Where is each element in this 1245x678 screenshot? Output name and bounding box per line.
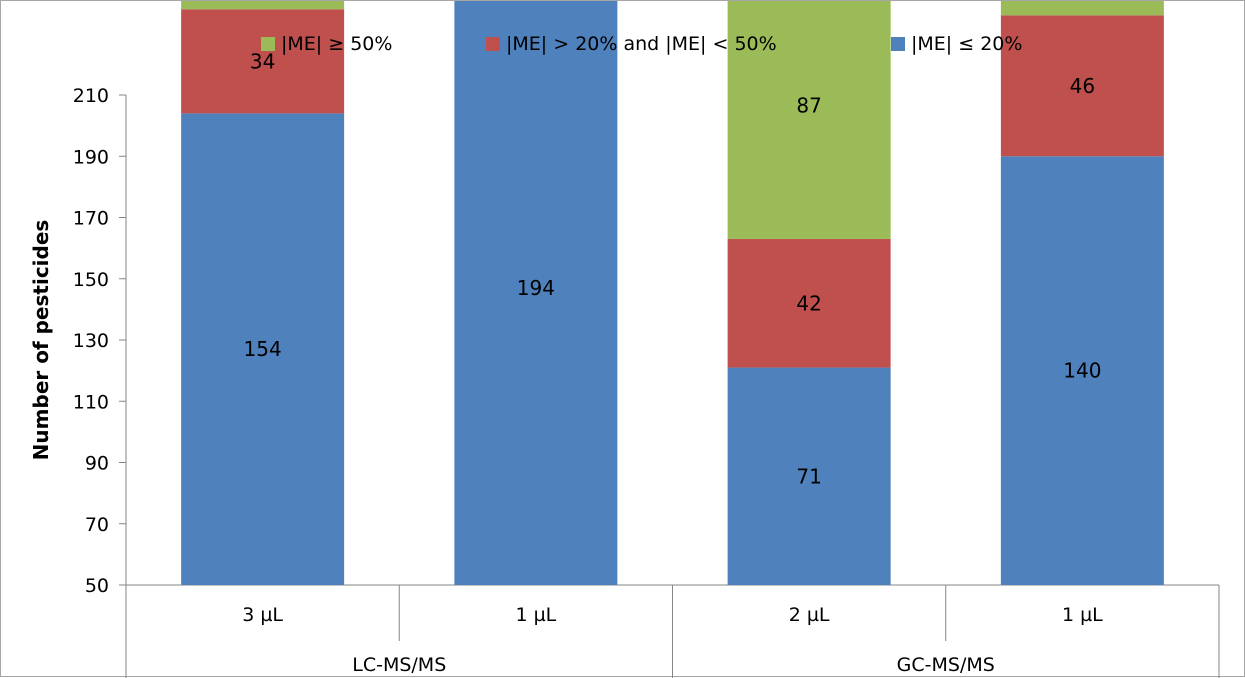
y-tick-label: 90: [85, 453, 109, 475]
bar-segment-blue: [454, 1, 618, 585]
data-label: 154: [244, 337, 282, 361]
data-label: 194: [517, 276, 555, 300]
x-tick-label: 1 µL: [515, 604, 556, 626]
group-label: GC-MS/MS: [897, 654, 995, 676]
y-tick-label: 210: [73, 85, 109, 107]
bar-segment-green: [1000, 1, 1164, 16]
bar-segment-red: [727, 238, 891, 368]
y-tick-label: 110: [73, 391, 109, 413]
legend-swatch: [486, 37, 500, 51]
data-label: 42: [796, 291, 821, 315]
data-label: 34: [250, 49, 275, 73]
y-tick-label: 50: [85, 575, 109, 597]
y-tick-label: 170: [73, 208, 109, 230]
bar-segment-red: [181, 9, 345, 114]
data-label: 87: [796, 94, 821, 118]
legend-label: |ME| > 20% and |ME| < 50%: [506, 33, 777, 55]
group-label: LC-MS/MS: [352, 654, 446, 676]
legend-label: |ME| ≤ 20%: [911, 33, 1022, 55]
bar-segment-blue: [1000, 156, 1164, 585]
x-tick-label: 3 µL: [242, 604, 283, 626]
x-tick-label: 1 µL: [1062, 604, 1103, 626]
legend-label: |ME| ≥ 50%: [281, 33, 392, 55]
bar-segment-red: [1000, 15, 1164, 157]
x-tick-label: 2 µL: [789, 604, 830, 626]
bar-segment-green: [727, 1, 891, 239]
data-label: 46: [1070, 74, 1095, 98]
y-axis-title: Number of pesticides: [29, 220, 53, 461]
data-label: 14: [1070, 1, 1095, 6]
y-tick-label: 150: [73, 269, 109, 291]
y-tick-label: 130: [73, 330, 109, 352]
legend-swatch: [891, 37, 905, 51]
data-label: 71: [796, 464, 821, 488]
y-tick-label: 70: [85, 514, 109, 536]
bar-segment-blue: [727, 367, 891, 585]
data-label: 140: [1063, 359, 1101, 383]
data-label: 12: [250, 1, 275, 3]
bar-segment-blue: [181, 113, 345, 585]
bar-segment-green: [181, 1, 345, 10]
y-tick-label: 190: [73, 146, 109, 168]
legend-swatch: [261, 37, 275, 51]
